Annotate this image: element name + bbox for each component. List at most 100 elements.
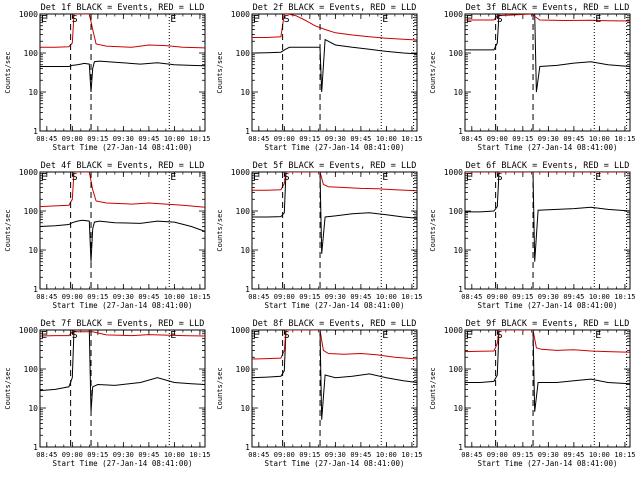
y-tick-label: 10 [28,404,38,413]
x-axis-label: Start Time (27-Jan-14 08:41:00) [265,301,405,310]
x-tick-label: 09:00 [62,451,83,459]
y-tick-label: 1000 [19,10,38,19]
x-tick-label: 08:45 [461,451,482,459]
series-lld-line [252,14,417,41]
series-events-line [465,14,630,93]
y-tick-label: 1000 [444,326,463,335]
x-tick-label: 10:15 [401,135,422,143]
chart-title: Det 2f BLACK = Events, RED = LLD [253,3,417,13]
x-tick-label: 09:45 [350,293,371,301]
x-tick-label: 10:00 [164,451,185,459]
x-axis-label: Start Time (27-Jan-14 08:41:00) [478,459,618,468]
x-tick-label: 09:00 [62,135,83,143]
time-marker-label: S [497,172,503,183]
y-tick-label: 100 [236,365,251,374]
plot-frame [464,171,631,290]
x-tick-label: 10:15 [189,293,210,301]
x-tick-label: 09:30 [113,135,134,143]
series-events-line [252,172,417,254]
time-marker-label: E [41,14,47,25]
y-tick-label: 100 [236,207,251,216]
x-tick-label: 09:45 [138,451,159,459]
x-tick-label: 08:45 [36,293,57,301]
time-marker-label: E [466,14,472,25]
series-events-line [252,330,417,420]
y-tick-label: 100 [24,365,39,374]
x-tick-label: 10:00 [589,451,610,459]
x-tick-label: 09:00 [274,135,295,143]
x-axis-label: Start Time (27-Jan-14 08:41:00) [478,143,618,152]
y-axis-label: Counts/sec [216,209,224,251]
time-marker-label: E [382,14,388,25]
y-tick-label: 10 [240,246,250,255]
plot-frame [39,13,206,132]
y-tick-label: 1000 [231,326,250,335]
x-tick-label: 09:00 [487,293,508,301]
y-tick-label: 1000 [19,326,38,335]
y-tick-label: 1 [245,285,250,294]
time-marker-label: E [253,14,259,25]
chart-panel-4: Det 4f BLACK = Events, RED = LLD Counts/s… [4,161,210,310]
x-tick-label: 10:00 [376,293,397,301]
y-tick-label: 10 [453,88,463,97]
time-marker-label: E [466,330,472,341]
series-events-line [252,38,417,93]
series-lld-line [252,330,417,360]
x-tick-label: 09:00 [274,451,295,459]
plot-frame [39,329,206,448]
x-tick-label: 09:45 [563,451,584,459]
x-tick-label: 09:30 [113,293,134,301]
chart-panel-3: Det 3f BLACK = Events, RED = LLD Counts/s… [429,3,635,152]
y-axis-label: Counts/sec [4,367,12,409]
x-tick-label: 09:45 [563,135,584,143]
y-tick-label: 10 [453,246,463,255]
series-lld-line [465,330,630,353]
x-axis-label: Start Time (27-Jan-14 08:41:00) [53,143,193,152]
chart-panel-7: Det 7f BLACK = Events, RED = LLD Counts/s… [4,319,210,468]
x-tick-label: 09:00 [62,293,83,301]
x-tick-label: 10:00 [589,135,610,143]
x-tick-label: 09:15 [87,451,108,459]
y-axis-label: Counts/sec [429,209,437,251]
y-tick-label: 1 [458,285,463,294]
time-marker-label: S [72,330,78,341]
plot-frame [464,329,631,448]
x-tick-label: 08:45 [461,135,482,143]
series-lld-line [40,331,205,337]
time-marker-label: S [497,14,503,25]
x-tick-label: 09:15 [512,135,533,143]
time-marker-label: E [170,330,176,341]
y-tick-label: 100 [236,49,251,58]
y-tick-label: 10 [28,88,38,97]
x-tick-label: 09:45 [138,135,159,143]
y-tick-label: 100 [449,207,464,216]
time-marker-label: S [497,330,503,341]
series-lld-line [465,14,630,22]
series-events-line [40,219,205,262]
time-marker-label: E [253,172,259,183]
y-tick-label: 100 [449,365,464,374]
x-tick-label: 09:15 [87,293,108,301]
x-tick-label: 08:45 [36,135,57,143]
x-tick-label: 09:45 [138,293,159,301]
x-tick-label: 08:45 [248,293,269,301]
x-tick-label: 10:15 [614,451,635,459]
x-tick-label: 09:15 [512,293,533,301]
chart-panel-5: Det 5f BLACK = Events, RED = LLD Counts/s… [216,161,422,310]
series-events-line [40,60,205,93]
y-tick-label: 1000 [231,10,250,19]
x-tick-label: 10:15 [614,135,635,143]
y-tick-label: 1 [33,127,38,136]
x-axis-label: Start Time (27-Jan-14 08:41:00) [53,459,193,468]
time-marker-label: S [72,14,78,25]
time-marker-label: E [595,330,601,341]
time-marker-label: E [382,172,388,183]
time-marker-label: S [284,14,290,25]
chart-title: Det 3f BLACK = Events, RED = LLD [466,3,630,13]
chart-panel-2: Det 2f BLACK = Events, RED = LLD Counts/s… [216,3,422,152]
time-marker-label: E [253,330,259,341]
x-tick-label: 10:00 [164,135,185,143]
x-tick-label: 08:45 [461,293,482,301]
y-axis-label: Counts/sec [429,51,437,93]
